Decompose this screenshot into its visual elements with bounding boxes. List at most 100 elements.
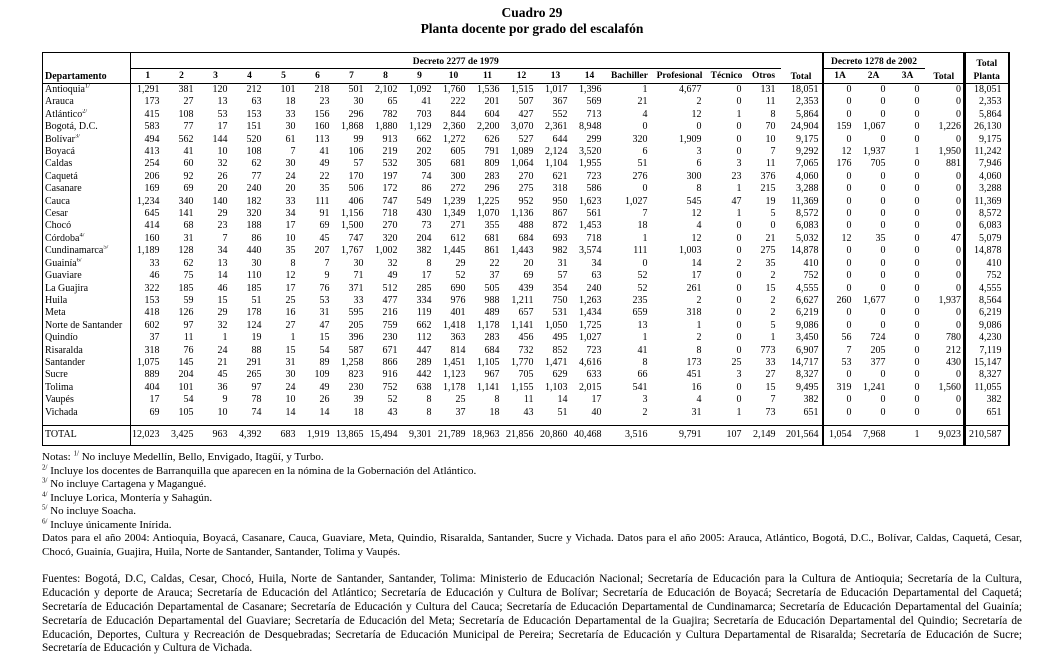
value-cell: 318 <box>552 183 568 195</box>
value-cell: 30 <box>285 121 296 133</box>
value-cell: 8 <box>426 394 432 406</box>
value-cell: 0 <box>846 84 852 95</box>
value-cell: 1,770 <box>511 356 534 368</box>
value-cell: 112 <box>416 332 432 344</box>
value-cell: 1,445 <box>443 245 466 257</box>
value-cell: 0 <box>846 96 852 108</box>
department-name-cell: Córdoba4/ <box>42 232 131 246</box>
value-cell: 0 <box>736 146 742 158</box>
value-cell: 34 <box>591 257 602 269</box>
value-cell: 46 <box>149 270 160 282</box>
column-header: 13 <box>538 68 573 84</box>
column-header: Bachiller <box>606 68 653 84</box>
value-cell: 54 <box>319 344 330 356</box>
value-cell: 531 <box>552 307 568 319</box>
value-cell: 235 <box>632 294 648 306</box>
value-cell: 684 <box>484 344 500 356</box>
value-cell: 1,500 <box>341 220 364 232</box>
department-name-cell: Vichada <box>42 406 131 426</box>
value-cell: 1,453 <box>579 220 602 232</box>
table-row: Cauca 1,234 340 140 182 33 111 406 747 549 1,239 1,… <box>42 195 1009 209</box>
table-row: Guaviare 46 75 14 110 12 9 71 49 17 52 37 69 57 63 52 17… <box>42 270 1009 283</box>
value-cell: 19 <box>765 195 776 207</box>
value-cell: 512 <box>382 282 398 294</box>
value-cell: 0 <box>846 319 852 331</box>
value-cell: 1,027 <box>579 332 602 344</box>
value-cell: 0 <box>846 245 852 257</box>
value-cell: 12 <box>691 108 702 120</box>
value-cell: 0 <box>880 195 886 207</box>
value-cell: 0 <box>914 121 920 133</box>
value-cell: 0 <box>880 394 886 406</box>
value-cell: 488 <box>518 220 534 232</box>
value-cell: 26,130 <box>974 121 1002 133</box>
value-cell: 633 <box>586 369 602 381</box>
value-cell: 0 <box>924 195 966 209</box>
value-cell: 569 <box>586 96 602 108</box>
value-cell: 629 <box>552 369 568 381</box>
value-cell: 14 <box>319 406 330 418</box>
value-cell: 0 <box>924 369 966 382</box>
value-cell: 31 <box>691 406 702 418</box>
value-cell: 1,880 <box>375 121 398 133</box>
value-cell: 51 <box>251 294 262 306</box>
value-cell: 25 <box>731 356 742 368</box>
value-cell: 0 <box>736 96 742 108</box>
value-cell: 0 <box>736 220 742 232</box>
value-cell: 151 <box>246 121 262 133</box>
value-cell: 976 <box>450 294 466 306</box>
column-header: 10 <box>436 68 471 84</box>
column-header: Técnico <box>706 68 747 84</box>
value-cell: 2,149 <box>746 424 781 446</box>
value-cell: 178 <box>246 307 262 319</box>
column-header: 8 <box>368 68 403 84</box>
value-cell: 18,963 <box>470 424 505 446</box>
value-cell: 376 <box>760 170 776 182</box>
value-cell: 0 <box>914 158 920 170</box>
value-cell: 2 <box>770 270 776 282</box>
table-row: Vaupés 17 54 9 78 10 26 39 52 8 25 8 11 14 17 3 4 0 7 382 0 0… <box>42 394 1009 407</box>
value-cell: 1 <box>736 108 742 120</box>
total-planta-line1: Total <box>976 59 998 70</box>
value-cell: 285 <box>416 282 432 294</box>
value-cell: 11,242 <box>974 146 1002 158</box>
value-cell: 176 <box>836 158 852 170</box>
note-line: 6/ Incluye únicamente Inírida. <box>42 517 172 531</box>
value-cell: 97 <box>251 381 262 393</box>
value-cell: 0 <box>736 121 742 133</box>
value-cell: 604 <box>484 108 500 120</box>
value-cell: 0 <box>846 394 852 406</box>
value-cell: 406 <box>348 195 364 207</box>
value-cell: 0 <box>736 294 742 306</box>
value-cell: 212 <box>246 84 262 95</box>
note-line: Notas: 1/ No incluye Medellín, Bello, En… <box>42 449 324 464</box>
value-cell: 6,219 <box>780 307 824 320</box>
value-cell: 1,396 <box>579 84 602 95</box>
column-header: 4 <box>232 68 267 84</box>
value-cell: 6,907 <box>780 344 824 357</box>
value-cell: 49 <box>387 270 398 282</box>
table-row: Huila 153 59 15 51 25 53 33 477 334 976 988 1,211 750… <box>42 294 1009 308</box>
value-cell: 76 <box>319 282 330 294</box>
value-cell: 1,103 <box>545 381 568 393</box>
table-row: Arauca 173 27 13 63 18 23 30 65 41 222 201 507 367 569… <box>42 96 1009 109</box>
value-cell: 0 <box>846 369 852 381</box>
value-cell: 54 <box>183 394 194 406</box>
value-cell: 612 <box>450 232 466 244</box>
value-cell: 0 <box>914 294 920 306</box>
total-row: TOTAL 12,023 3,425 963 4,392 683 1,919 13,865 15… <box>42 424 1009 446</box>
value-cell: 6 <box>642 146 648 158</box>
value-cell: 18,051 <box>780 83 824 97</box>
value-cell: 22 <box>319 170 330 182</box>
value-cell: 12 <box>285 270 296 282</box>
value-cell: 29 <box>217 208 228 220</box>
value-cell: 414 <box>144 220 160 232</box>
value-cell: 9 <box>324 270 330 282</box>
value-cell: 99 <box>353 133 364 145</box>
value-cell: 3 <box>642 394 648 406</box>
value-cell: 0 <box>924 319 966 333</box>
value-cell: 866 <box>382 356 398 368</box>
value-cell: 967 <box>484 369 500 381</box>
value-cell: 283 <box>484 170 500 182</box>
value-cell: 659 <box>632 307 648 319</box>
